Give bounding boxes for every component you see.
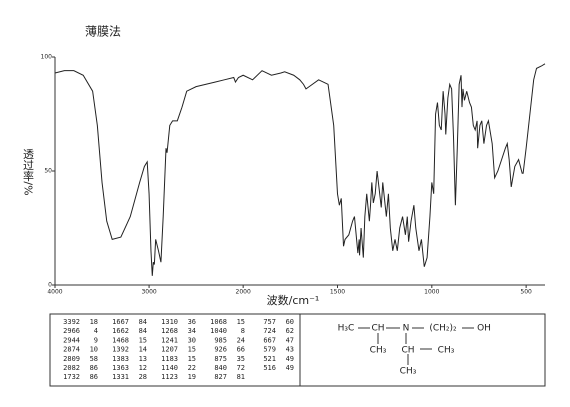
peak-transmittance: 8 (241, 327, 245, 335)
peak-transmittance: 14 (139, 346, 147, 354)
peak-transmittance: 84 (139, 318, 147, 326)
peak-wavenumber: 1040 (210, 327, 227, 335)
atom-label: N (403, 324, 410, 334)
peak-wavenumber: 1068 (210, 318, 227, 326)
peak-wavenumber: 2082 (63, 364, 80, 372)
peak-wavenumber: 579 (263, 346, 276, 354)
peak-transmittance: 60 (286, 318, 294, 326)
peak-wavenumber: 1310 (161, 318, 178, 326)
peak-transmittance: 15 (139, 336, 147, 344)
peak-wavenumber: 2874 (63, 346, 80, 354)
peak-transmittance: 28 (139, 373, 147, 381)
peak-wavenumber: 840 (214, 364, 227, 372)
peak-wavenumber: 757 (263, 318, 276, 326)
peak-wavenumber: 521 (263, 355, 276, 363)
peak-wavenumber: 827 (214, 373, 227, 381)
peak-wavenumber: 1207 (161, 346, 178, 354)
x-tick-label: 4000 (47, 289, 62, 296)
atom-label: H₃C (338, 324, 355, 334)
peak-wavenumber: 1183 (161, 355, 178, 363)
peak-wavenumber: 985 (214, 336, 227, 344)
peak-transmittance: 84 (139, 327, 147, 335)
peak-transmittance: 10 (90, 346, 98, 354)
peak-transmittance: 34 (188, 327, 196, 335)
atom-label: CH₃ (370, 346, 387, 356)
atom-label: (CH₂)₂ (429, 324, 457, 334)
x-tick-label: 1000 (424, 289, 439, 296)
peak-transmittance: 49 (286, 364, 294, 372)
x-tick-label: 2000 (236, 289, 251, 296)
peak-wavenumber: 724 (263, 327, 276, 335)
peak-transmittance: 15 (188, 346, 196, 354)
peak-transmittance: 86 (90, 373, 98, 381)
peak-wavenumber: 1662 (112, 327, 129, 335)
peak-wavenumber: 1468 (112, 336, 129, 344)
peak-transmittance: 4 (94, 327, 98, 335)
peak-wavenumber: 667 (263, 336, 276, 344)
peak-transmittance: 9 (94, 336, 98, 344)
peak-transmittance: 13 (139, 355, 147, 363)
peak-wavenumber: 875 (214, 355, 227, 363)
peak-transmittance: 24 (237, 336, 245, 344)
peak-wavenumber: 1383 (112, 355, 129, 363)
peak-transmittance: 19 (188, 373, 196, 381)
x-axis-label: 波数/cm⁻¹ (267, 294, 320, 307)
peak-transmittance: 30 (188, 336, 196, 344)
peak-transmittance: 86 (90, 364, 98, 372)
x-tick-label: 1500 (330, 289, 345, 296)
peak-wavenumber: 3392 (63, 318, 80, 326)
peak-wavenumber: 1331 (112, 373, 129, 381)
peak-transmittance: 81 (237, 373, 245, 381)
peak-wavenumber: 1392 (112, 346, 129, 354)
peak-transmittance: 22 (188, 364, 196, 372)
chart-title: 薄膜法 (85, 24, 121, 39)
atom-label: OH (477, 324, 491, 334)
y-tick-label: 0 (48, 282, 52, 289)
peak-wavenumber: 2944 (63, 336, 80, 344)
table-frame (49, 313, 546, 387)
structure (358, 327, 474, 365)
peak-transmittance: 18 (90, 318, 98, 326)
spectrum-line (54, 63, 546, 276)
peak-wavenumber: 1732 (63, 373, 80, 381)
peak-transmittance: 66 (237, 346, 245, 354)
peak-wavenumber: 1123 (161, 373, 178, 381)
peak-transmittance: 58 (90, 355, 98, 363)
x-tick-label: 3000 (141, 289, 156, 296)
peak-wavenumber: 1268 (161, 327, 178, 335)
peak-transmittance: 47 (286, 336, 294, 344)
peak-transmittance: 36 (188, 318, 196, 326)
peak-transmittance: 35 (237, 355, 245, 363)
peak-wavenumber: 1140 (161, 364, 178, 372)
y-axis-label: 透过率/% (22, 148, 35, 195)
peak-transmittance: 62 (286, 327, 294, 335)
y-tick-label: 100 (41, 54, 53, 61)
peak-transmittance: 15 (188, 355, 196, 363)
y-tick-label: 50 (44, 168, 52, 175)
peak-transmittance: 43 (286, 346, 294, 354)
atom-label: CH₃ (400, 367, 417, 377)
peak-transmittance: 49 (286, 355, 294, 363)
peak-wavenumber: 1667 (112, 318, 129, 326)
atom-label: CH (401, 346, 414, 356)
peak-wavenumber: 926 (214, 346, 227, 354)
peak-wavenumber: 2966 (63, 327, 80, 335)
peak-wavenumber: 2809 (63, 355, 80, 363)
peak-transmittance: 15 (237, 318, 245, 326)
peak-wavenumber: 1241 (161, 336, 178, 344)
peak-transmittance: 12 (139, 364, 147, 372)
peak-wavenumber: 1363 (112, 364, 129, 372)
atom-label: CH (371, 324, 384, 334)
peak-wavenumber: 516 (263, 364, 276, 372)
peak-transmittance: 72 (237, 364, 245, 372)
atom-label: CH₃ (438, 346, 455, 356)
x-tick-label: 500 (520, 289, 532, 296)
